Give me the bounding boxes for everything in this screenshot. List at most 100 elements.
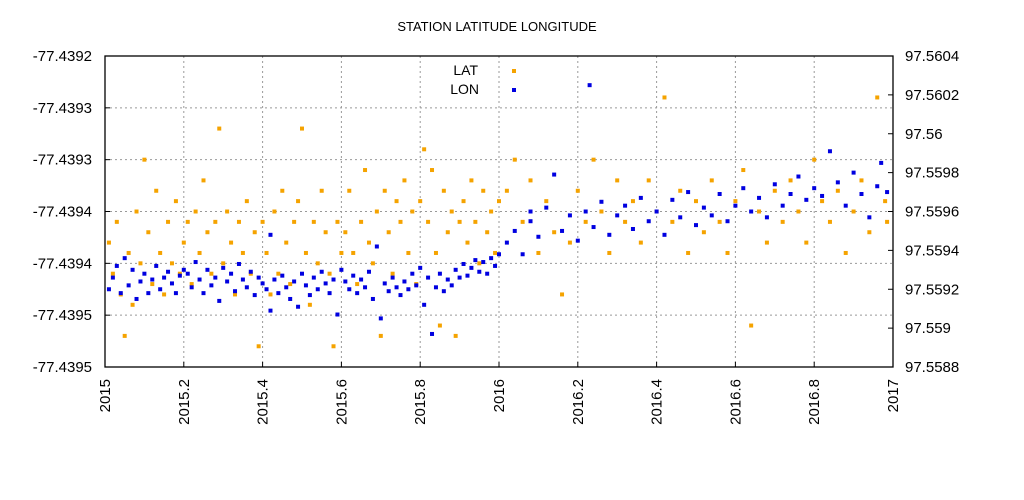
data-point-lat <box>536 250 541 255</box>
data-point-lon <box>402 279 407 284</box>
data-point-lon <box>764 215 769 220</box>
data-point-lon <box>114 263 119 268</box>
data-point-lat <box>122 333 127 338</box>
data-point-lon <box>315 287 320 292</box>
data-point-lat <box>473 219 478 224</box>
data-point-lat <box>169 261 174 266</box>
data-point-lon <box>449 283 454 288</box>
data-point-lon <box>477 269 482 274</box>
left-y-tick-label: -77.4395 <box>33 359 92 376</box>
data-point-lon <box>497 252 501 257</box>
data-point-lat <box>268 292 273 297</box>
data-point-lat <box>670 219 675 224</box>
data-point-lat <box>583 219 588 224</box>
data-point-lon <box>583 209 588 214</box>
data-point-lat <box>173 199 178 204</box>
data-point-lat <box>764 240 769 245</box>
data-point-lon <box>280 273 285 278</box>
legend-swatch-lat <box>512 69 516 73</box>
data-point-lat <box>520 219 525 224</box>
data-point-lat <box>374 209 379 214</box>
data-point-lat <box>166 219 171 224</box>
data-point-lon <box>378 316 383 321</box>
data-point-lon <box>504 240 509 245</box>
data-point-lon <box>248 269 253 274</box>
data-points <box>106 83 890 349</box>
data-point-lat <box>591 157 596 162</box>
data-point-lat <box>552 230 557 235</box>
data-point-lat <box>355 282 360 287</box>
data-point-lat <box>851 209 856 214</box>
data-point-lon <box>323 281 328 286</box>
left-y-tick-label: -77.4393 <box>33 152 92 169</box>
data-point-lon <box>851 170 856 175</box>
right-y-tick-label: 97.5596 <box>905 204 959 221</box>
data-point-lon <box>106 287 111 292</box>
data-point-lon <box>173 291 178 296</box>
data-point-lat <box>162 292 167 297</box>
data-point-lat <box>843 250 848 255</box>
data-point-lat <box>497 199 501 204</box>
data-point-lat <box>213 219 218 224</box>
data-point-lon <box>772 182 777 187</box>
data-point-lon <box>154 263 159 268</box>
data-point-lat <box>138 261 143 266</box>
data-point-lon <box>359 277 364 282</box>
data-point-lon <box>118 291 123 296</box>
left-y-tick-label: -77.4395 <box>33 307 92 324</box>
data-point-lat <box>709 178 714 183</box>
data-point-lat <box>319 188 324 193</box>
data-point-lat <box>256 344 261 349</box>
data-point-lat <box>512 157 517 162</box>
data-point-lat <box>209 271 214 276</box>
data-point-lat <box>335 219 340 224</box>
data-point-lat <box>260 219 265 224</box>
data-point-lat <box>885 219 890 224</box>
data-point-lon <box>236 261 241 266</box>
data-point-lon <box>240 277 245 282</box>
data-point-lon <box>528 209 533 214</box>
data-point-lon <box>288 296 293 301</box>
data-point-lon <box>426 275 431 280</box>
data-point-lon <box>512 228 517 233</box>
x-tick-label: 2015.6 <box>333 379 350 425</box>
data-point-lon <box>386 289 391 294</box>
right-y-tick-label: 97.5598 <box>905 165 959 182</box>
data-point-lon <box>327 291 332 296</box>
data-point-lat <box>185 219 190 224</box>
data-point-lon <box>489 256 494 261</box>
data-point-lon <box>252 293 257 298</box>
data-point-lon <box>347 287 352 292</box>
legend: LAT LON <box>450 62 516 97</box>
data-point-lat <box>307 302 312 307</box>
data-point-lon <box>363 285 368 290</box>
data-point-lat <box>477 261 482 266</box>
data-point-lat <box>788 178 793 183</box>
data-point-lat <box>323 230 328 235</box>
data-point-lat <box>820 199 825 204</box>
data-point-lat <box>363 168 368 173</box>
data-point-lat <box>883 199 888 204</box>
legend-swatch-lon <box>512 88 516 92</box>
data-point-lon <box>370 296 375 301</box>
data-point-lon <box>867 215 872 220</box>
data-point-lon <box>138 279 143 284</box>
x-tick-label: 2016.4 <box>649 379 666 425</box>
data-point-lat <box>252 230 257 235</box>
data-point-lat <box>445 230 450 235</box>
data-point-lat <box>772 188 777 193</box>
data-point-lon <box>343 279 348 284</box>
data-point-lat <box>449 209 454 214</box>
data-point-lon <box>268 232 273 237</box>
x-tick-label: 2016.6 <box>727 379 744 425</box>
data-point-lon <box>390 275 395 280</box>
data-point-lon <box>615 213 620 218</box>
data-point-lat <box>804 240 809 245</box>
data-point-lon <box>331 277 336 282</box>
data-point-lat <box>418 199 423 204</box>
data-point-lat <box>106 240 111 245</box>
data-point-lon <box>142 271 147 276</box>
data-point-lon <box>757 195 762 200</box>
data-point-lon <box>552 172 557 177</box>
right-y-tick-label: 97.5588 <box>905 359 959 376</box>
